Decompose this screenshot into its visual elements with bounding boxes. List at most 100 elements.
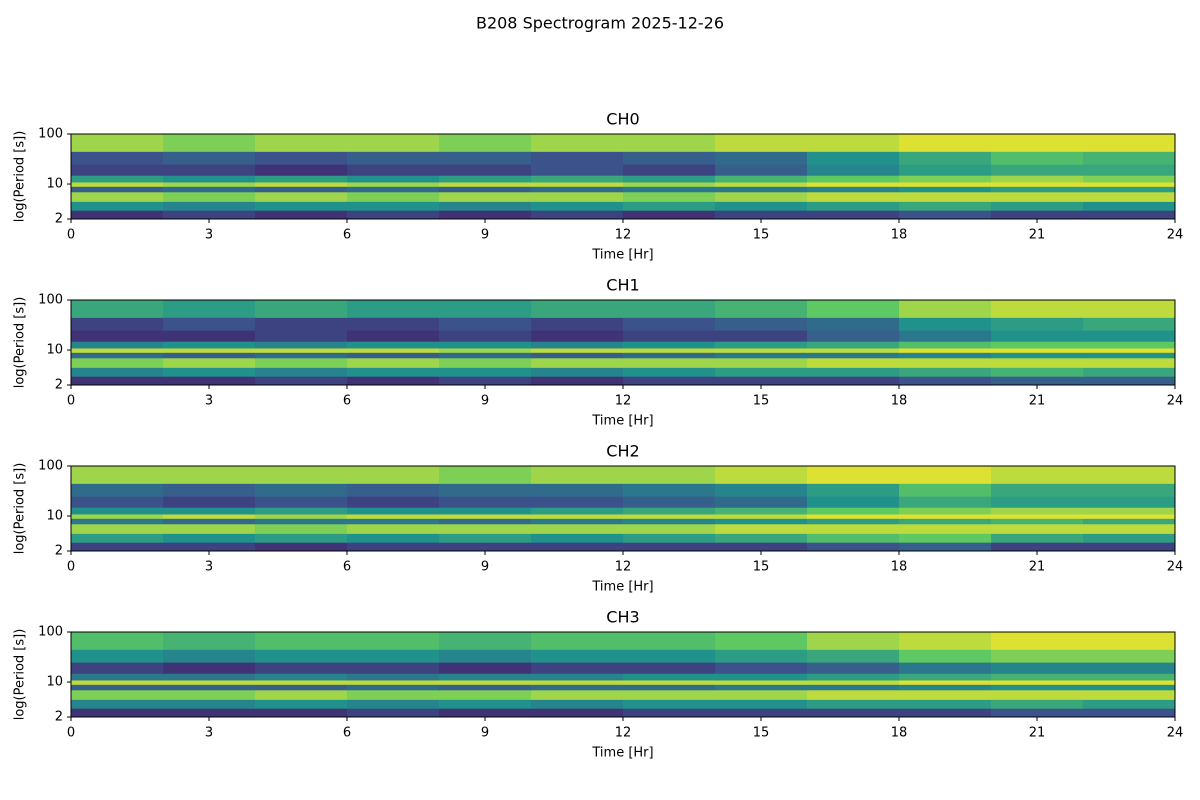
heat-cell <box>623 330 716 342</box>
heat-cell <box>623 513 716 519</box>
heat-cell <box>255 699 348 709</box>
heat-cell <box>715 181 808 187</box>
heat-cell <box>531 483 624 497</box>
heat-cell <box>899 684 992 691</box>
heat-cell <box>71 518 164 525</box>
heat-cell <box>255 483 348 497</box>
heat-cell <box>255 513 348 519</box>
heat-cell <box>531 542 624 552</box>
heat-cell <box>807 507 900 515</box>
heat-cell <box>71 175 164 183</box>
heat-cell <box>899 632 992 650</box>
heat-cell <box>715 662 808 674</box>
heat-cell <box>71 201 164 211</box>
heat-cell <box>1083 679 1176 685</box>
heat-cell <box>899 533 992 543</box>
heat-cell <box>623 300 716 318</box>
heat-cell <box>255 662 348 674</box>
heat-cell <box>255 357 348 368</box>
heat-cell <box>347 542 440 552</box>
axes-title: CH0 <box>606 110 639 129</box>
y-tick-label: 10 <box>46 509 63 524</box>
heat-cell <box>255 466 348 484</box>
heat-cell <box>899 689 992 700</box>
heat-cell <box>163 164 256 176</box>
heat-cell <box>163 689 256 700</box>
heat-cell <box>255 673 348 681</box>
x-tick-label: 3 <box>205 726 213 741</box>
heat-cell <box>439 662 532 674</box>
heat-cell <box>623 134 716 152</box>
heat-cell <box>255 210 348 220</box>
heat-cell <box>991 330 1084 342</box>
heat-cell <box>807 376 900 386</box>
heat-cell <box>899 210 992 220</box>
heat-cell <box>531 164 624 176</box>
heat-cell <box>347 689 440 700</box>
heat-cell <box>623 673 716 681</box>
heat-cell <box>1083 507 1176 515</box>
heat-cell <box>163 300 256 318</box>
heat-cell <box>71 483 164 497</box>
heat-cell <box>1083 210 1176 220</box>
heat-cell <box>991 466 1084 484</box>
heat-cell <box>439 186 532 193</box>
heat-cell <box>255 191 348 202</box>
heat-cell <box>163 352 256 359</box>
heat-cell <box>347 518 440 525</box>
y-tick-label: 100 <box>38 127 63 142</box>
heat-cell <box>991 341 1084 349</box>
x-tick-label: 9 <box>481 228 489 243</box>
y-tick-label: 100 <box>38 625 63 640</box>
x-tick-label: 21 <box>1029 726 1046 741</box>
heat-cell <box>531 201 624 211</box>
heat-cell <box>623 496 716 508</box>
heat-cell <box>255 367 348 377</box>
heat-cell <box>163 699 256 709</box>
heat-cell <box>899 496 992 508</box>
heat-cell <box>991 175 1084 183</box>
heat-cell <box>255 186 348 193</box>
heat-cell <box>899 191 992 202</box>
heat-cell <box>991 662 1084 674</box>
heat-cell <box>991 649 1084 663</box>
heat-cell <box>1083 376 1176 386</box>
heat-cell <box>531 151 624 165</box>
heat-cell <box>163 649 256 663</box>
heat-cell <box>991 542 1084 552</box>
heat-cell <box>991 347 1084 353</box>
heat-cell <box>163 134 256 152</box>
heat-cell <box>991 201 1084 211</box>
heat-cell <box>71 186 164 193</box>
x-tick-label: 12 <box>615 394 632 409</box>
heat-cell <box>807 357 900 368</box>
heat-cell <box>623 201 716 211</box>
heat-cell <box>439 151 532 165</box>
heat-cell <box>347 352 440 359</box>
heat-cell <box>163 151 256 165</box>
heat-cell <box>163 466 256 484</box>
heat-cell <box>991 376 1084 386</box>
heat-cell <box>715 347 808 353</box>
heat-cell <box>163 679 256 685</box>
heat-cell <box>347 300 440 318</box>
heat-cell <box>439 513 532 519</box>
heat-cell <box>1083 649 1176 663</box>
heat-cell <box>1083 684 1176 691</box>
heat-cell <box>163 347 256 353</box>
heat-cell <box>807 483 900 497</box>
heat-cell <box>531 662 624 674</box>
heat-cell <box>255 507 348 515</box>
heat-cell <box>439 317 532 331</box>
heat-cell <box>715 201 808 211</box>
heat-cell <box>71 347 164 353</box>
heat-cell <box>71 533 164 543</box>
x-tick-label: 12 <box>615 726 632 741</box>
heat-cell <box>1083 699 1176 709</box>
heat-cell <box>255 496 348 508</box>
heat-cell <box>531 347 624 353</box>
heat-cell <box>807 330 900 342</box>
heat-cell <box>623 542 716 552</box>
heat-cell <box>531 507 624 515</box>
y-tick-label: 100 <box>38 459 63 474</box>
